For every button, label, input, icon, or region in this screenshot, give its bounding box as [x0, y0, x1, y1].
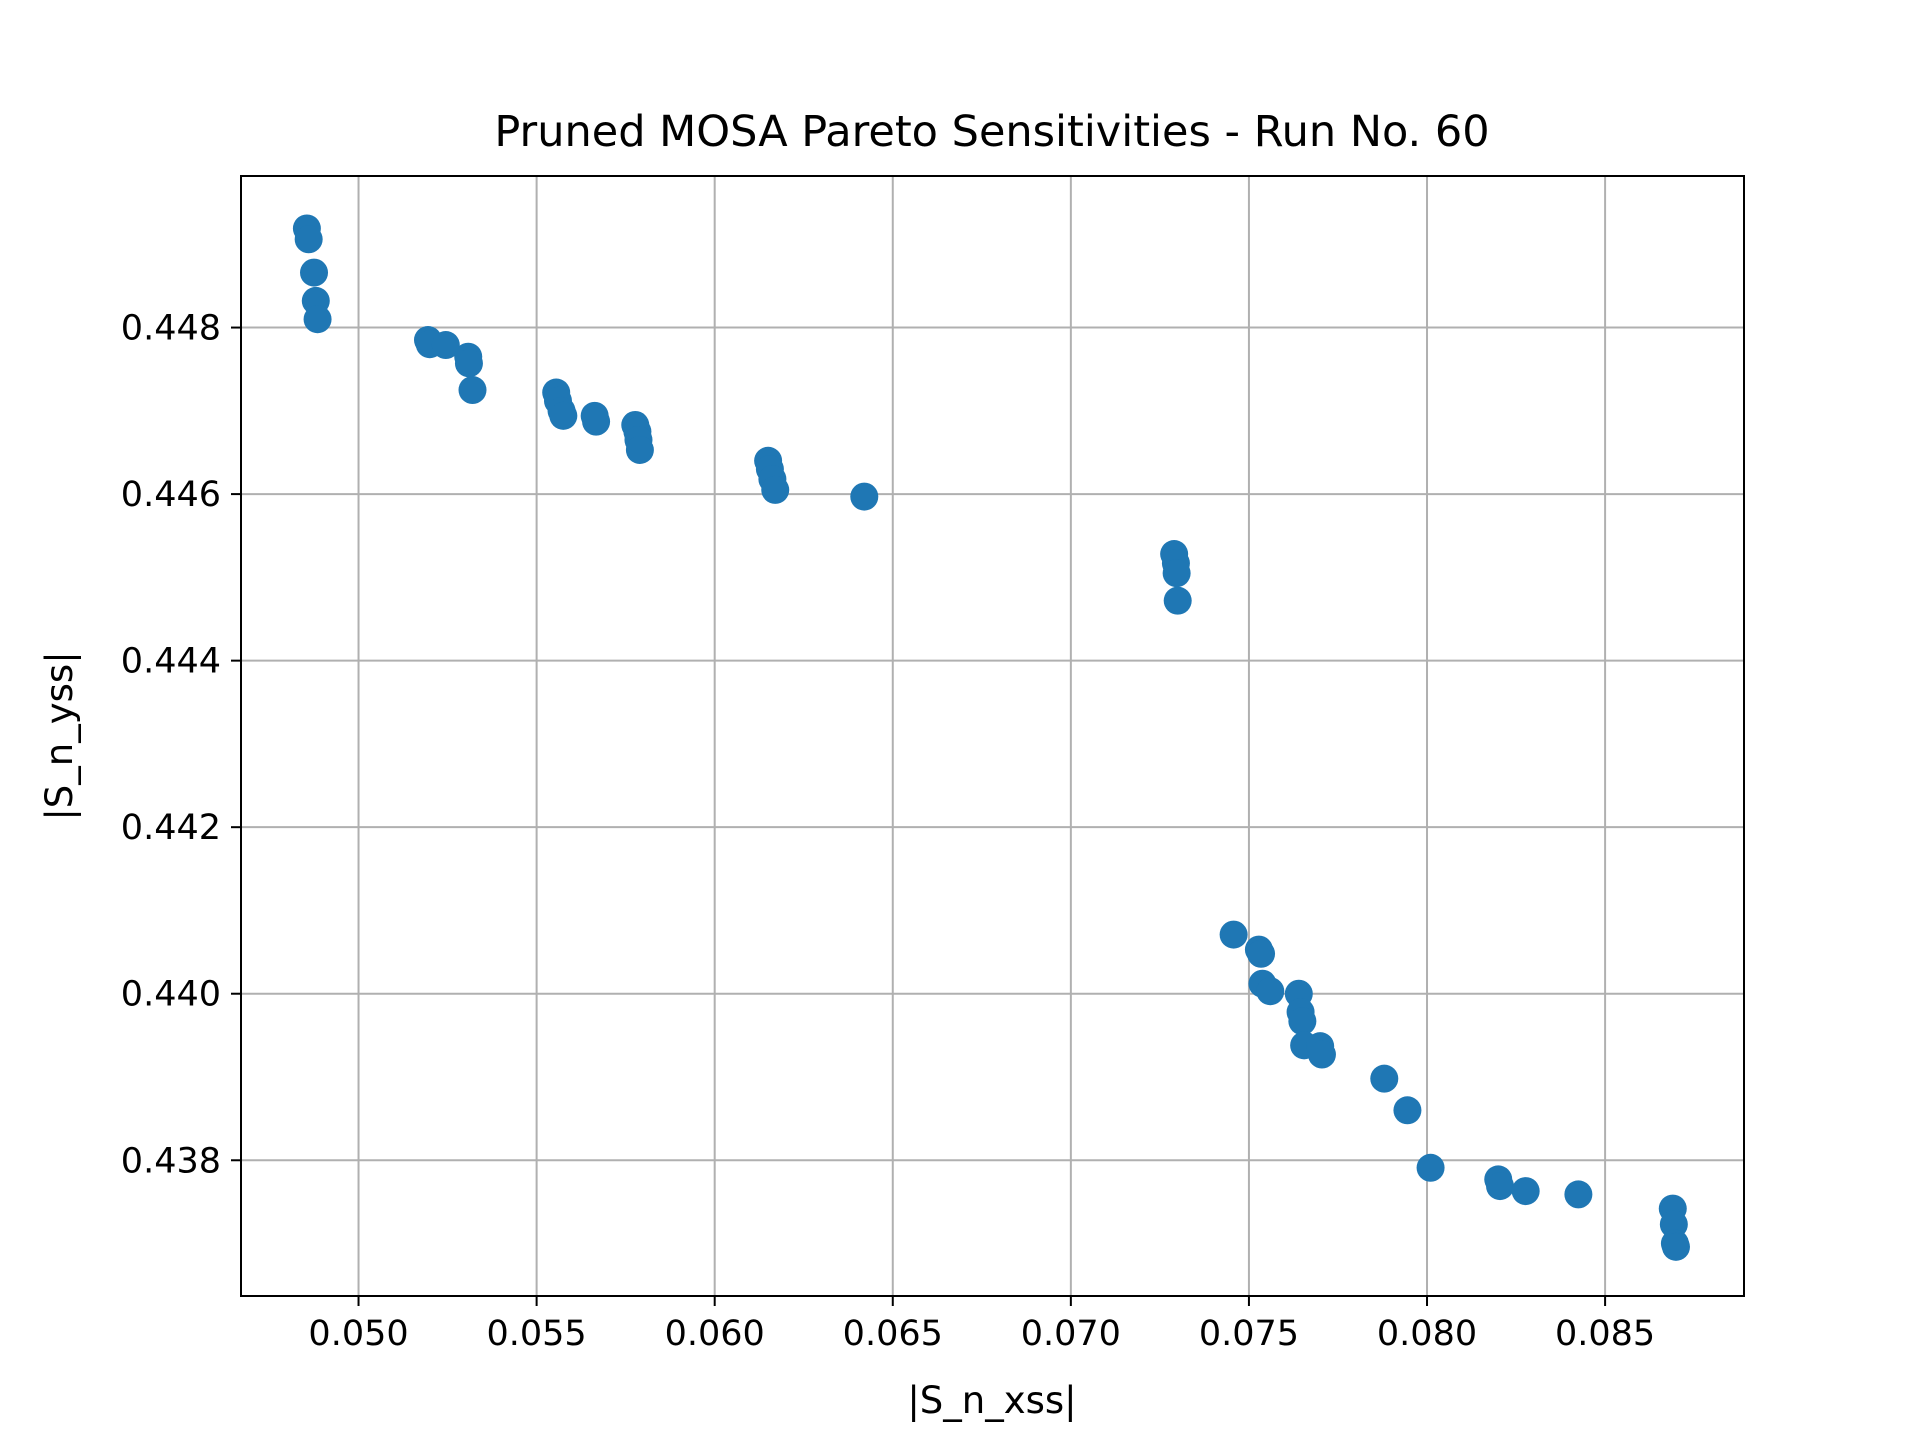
data-point [761, 475, 790, 504]
data-points [292, 214, 1690, 1261]
data-point [1307, 1040, 1336, 1069]
x-tick-label: 0.080 [1377, 1314, 1477, 1354]
x-axis-label: |S_n_xss| [907, 1379, 1076, 1422]
y-tick-label: 0.440 [121, 975, 221, 1015]
x-tick-label: 0.070 [1021, 1314, 1121, 1354]
x-tick-label: 0.055 [487, 1314, 587, 1354]
data-point [431, 331, 460, 360]
data-point [549, 401, 578, 430]
data-point [1416, 1153, 1445, 1182]
y-tick-label: 0.438 [121, 1141, 221, 1181]
chart-title: Pruned MOSA Pareto Sensitivities - Run N… [494, 107, 1489, 157]
y-axis-label: |S_n_yss| [38, 651, 81, 820]
data-point [1564, 1180, 1593, 1209]
plot-frame [240, 175, 1745, 1297]
ticks: 0.050 0.055 0.060 0.065 0.070 0.075 0.080 0.085… [121, 309, 1655, 1354]
data-point [1661, 1232, 1690, 1261]
data-point [1247, 939, 1276, 968]
data-point [1162, 559, 1191, 588]
y-tick-label: 0.448 [121, 309, 221, 349]
data-point [1393, 1096, 1422, 1125]
data-point [1486, 1172, 1515, 1201]
data-point [625, 435, 654, 464]
x-tick-label: 0.075 [1199, 1314, 1299, 1354]
y-tick-label: 0.444 [121, 642, 221, 682]
data-point [300, 258, 329, 287]
data-point [303, 305, 332, 334]
data-point [454, 349, 483, 378]
data-point [850, 482, 879, 511]
x-tick-label: 0.050 [308, 1314, 408, 1354]
y-tick-label: 0.442 [121, 808, 221, 848]
grid [241, 176, 1744, 1296]
x-tick-label: 0.085 [1555, 1314, 1655, 1354]
x-tick-label: 0.065 [843, 1314, 943, 1354]
data-point [294, 225, 323, 254]
data-point [1256, 977, 1285, 1006]
data-point [1511, 1177, 1540, 1206]
y-tick-label: 0.446 [121, 475, 221, 515]
data-point [458, 376, 487, 405]
data-point [582, 407, 611, 436]
data-point [1370, 1064, 1399, 1093]
data-point [1219, 920, 1248, 949]
data-point [1288, 1007, 1317, 1036]
x-tick-label: 0.060 [665, 1314, 765, 1354]
data-point [1163, 586, 1192, 615]
